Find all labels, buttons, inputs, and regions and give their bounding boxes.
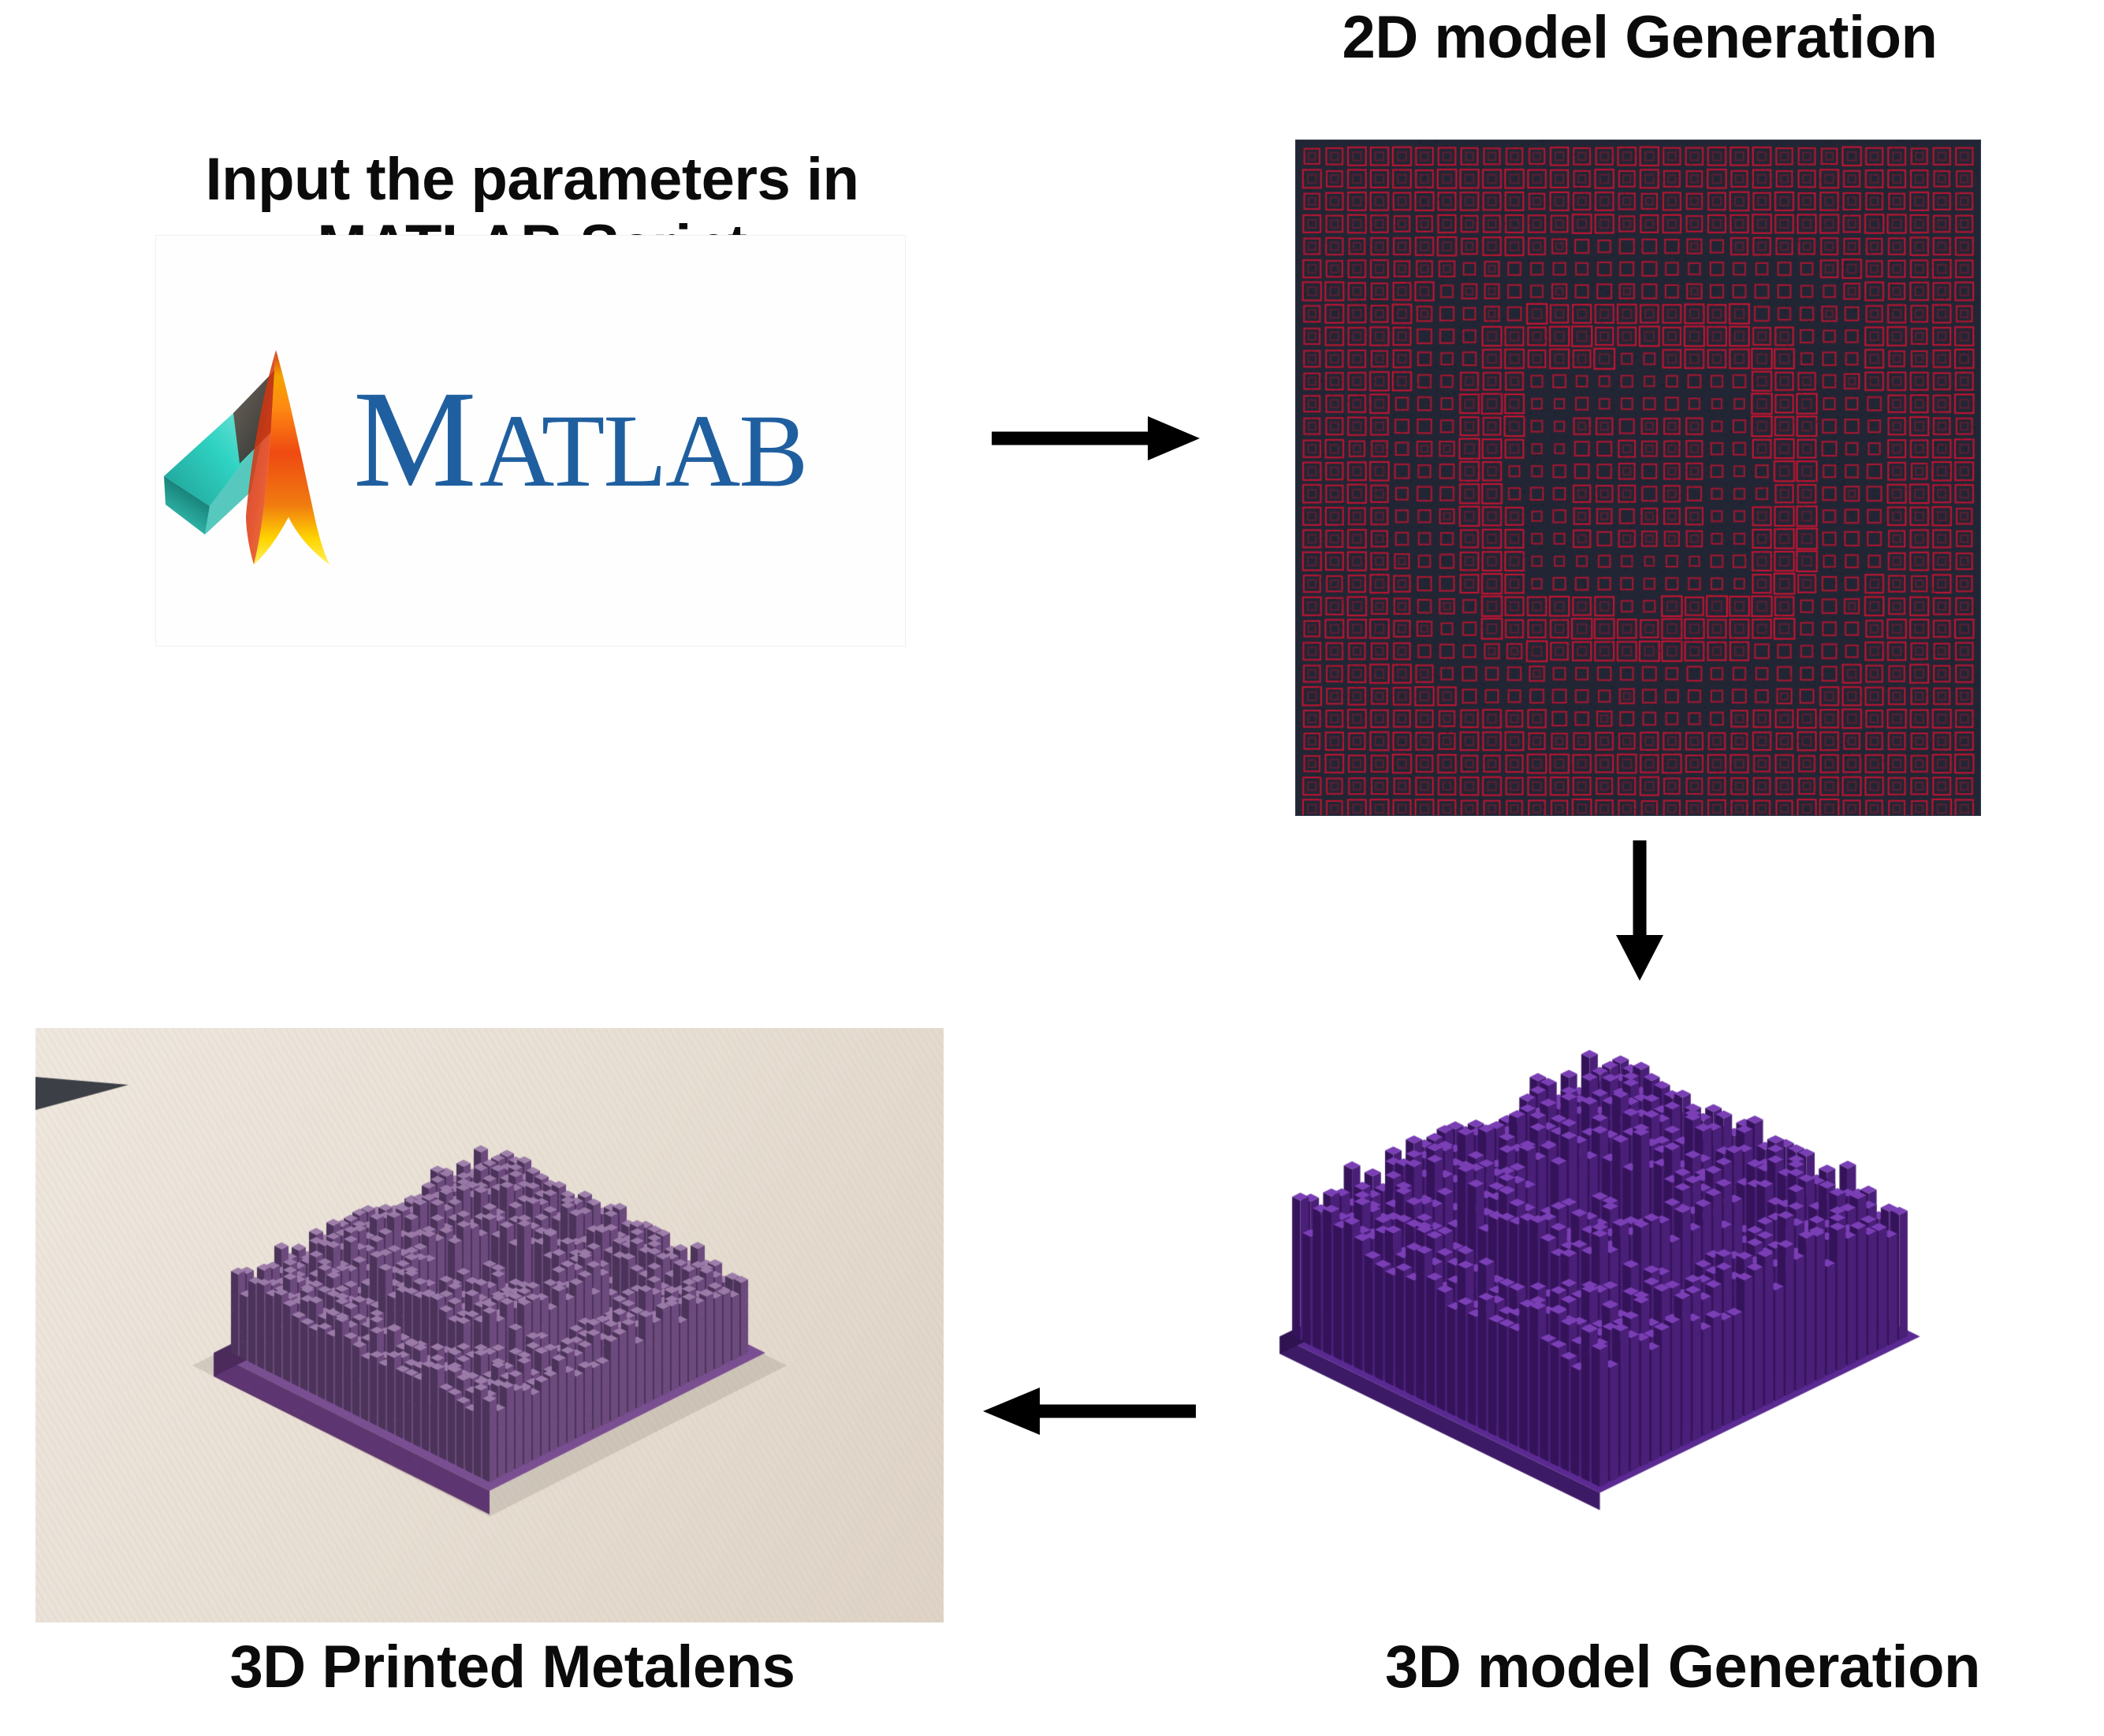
figure-canvas: Input the parameters in MATLAB Script (0, 0, 2104, 1736)
matlab-wordmark: M ATLAB (353, 345, 905, 542)
2d-model-panel (1295, 140, 1981, 816)
svg-text:ATLAB: ATLAB (479, 393, 806, 509)
arrow-3d-to-print (974, 1364, 1202, 1466)
step3-title: 3D model Generation (1261, 1634, 2104, 1701)
3d-model-render (1096, 946, 2104, 1624)
arrow-matlab-to-2d (985, 394, 1206, 489)
matlab-logo: M ATLAB (158, 314, 907, 582)
step4-title: 3D Printed Metalens (47, 1634, 978, 1701)
printed-metalens-photo (35, 1028, 944, 1622)
svg-text:M: M (353, 363, 475, 516)
matlab-membrane-icon (158, 337, 363, 574)
step2-title: 2D model Generation (1285, 4, 1994, 71)
step1-title-line1: Input the parameters in (75, 146, 989, 213)
